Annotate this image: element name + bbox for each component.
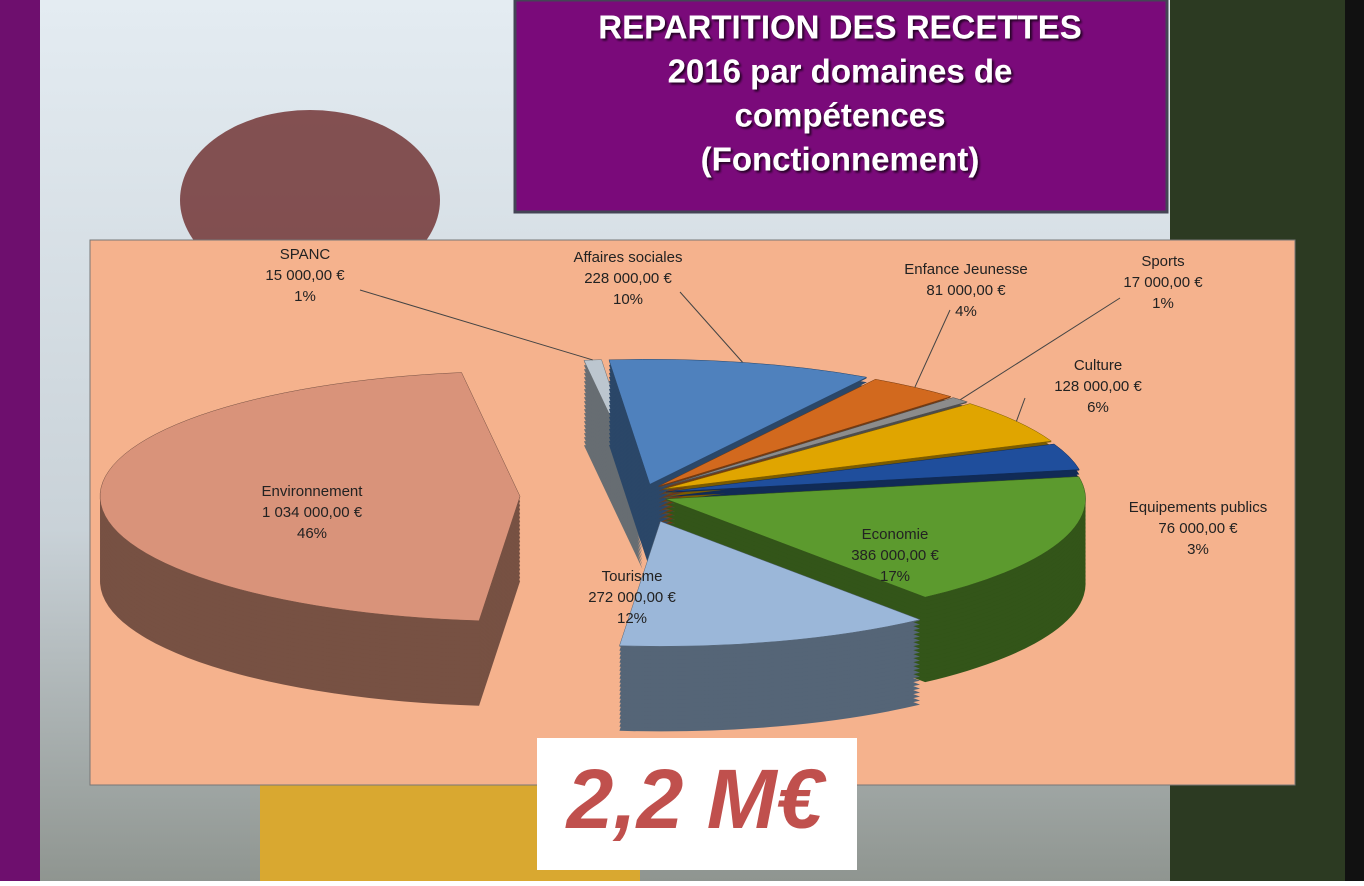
data-label: Sports (1141, 253, 1184, 270)
data-label: Environnement (262, 483, 364, 500)
data-label: Culture (1074, 357, 1122, 374)
data-label: 386 000,00 € (851, 547, 939, 564)
data-label: Equipements publics (1129, 499, 1267, 516)
data-label: 46% (297, 525, 327, 542)
data-label: 228 000,00 € (584, 270, 672, 287)
data-label: 128 000,00 € (1054, 378, 1142, 395)
data-label: 10% (613, 291, 643, 308)
data-label: 272 000,00 € (588, 589, 676, 606)
data-label: Tourisme (602, 568, 663, 585)
data-label: 4% (955, 303, 977, 320)
data-label: Economie (862, 526, 929, 543)
title-line: (Fonctionnement) (701, 141, 980, 178)
data-label: 1% (1152, 295, 1174, 312)
data-label: 1 034 000,00 € (262, 504, 363, 521)
data-label: 17 000,00 € (1123, 274, 1203, 291)
data-label: 81 000,00 € (926, 282, 1006, 299)
purple-strip (0, 0, 40, 881)
data-label: 12% (617, 610, 647, 627)
data-label: 1% (294, 288, 316, 305)
title-line: REPARTITION DES RECETTES (598, 9, 1081, 46)
data-label: SPANC (280, 246, 331, 263)
title-line: 2016 par domaines de (668, 53, 1013, 90)
data-label: Enfance Jeunesse (904, 261, 1027, 278)
slide: REPARTITION DES RECETTES 2016 par domaine… (0, 0, 1364, 881)
data-label: 15 000,00 € (265, 267, 345, 284)
data-label: 6% (1087, 399, 1109, 416)
data-label: Affaires sociales (574, 249, 683, 266)
title-line: compétences (735, 97, 946, 134)
total-label: 2,2 M€ (565, 752, 827, 846)
data-label: 76 000,00 € (1158, 520, 1238, 537)
dark-edge (1345, 0, 1364, 881)
data-label: 3% (1187, 541, 1209, 558)
data-label: 17% (880, 568, 910, 585)
